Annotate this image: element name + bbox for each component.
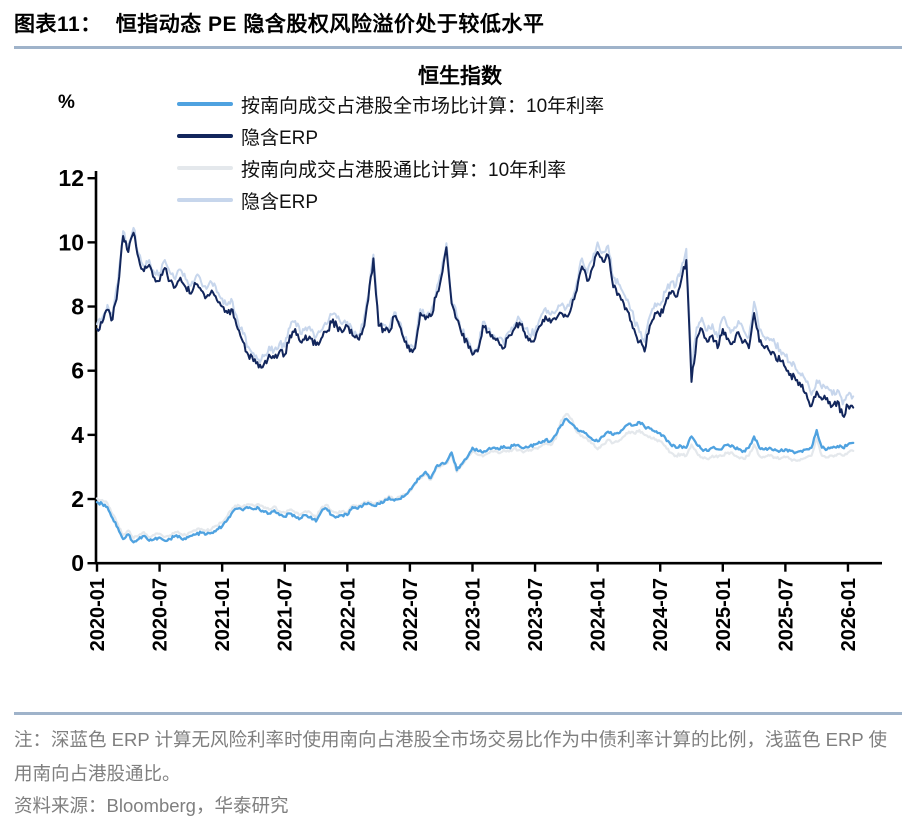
- x-tick-label: 2021-07: [275, 578, 297, 651]
- x-tick-label: 2026-01: [838, 578, 860, 651]
- figure-label: 图表11：: [14, 13, 102, 36]
- series-line: [95, 412, 855, 540]
- legend-line-swatch: [177, 102, 233, 106]
- x-tick-label: 2023-07: [525, 578, 547, 651]
- y-axis-unit-label: %: [58, 92, 75, 113]
- legend-label: 隐含ERP: [241, 127, 319, 149]
- axes: [94, 171, 882, 565]
- x-tick-label: 2021-01: [212, 578, 234, 651]
- y-tick-label: 8: [71, 294, 84, 320]
- legend-line-swatch: [177, 198, 233, 202]
- series-line: [96, 226, 855, 406]
- legend-label: 按南向成交占港股全市场比计算：10年利率: [241, 95, 605, 117]
- x-tick-label: 2022-07: [400, 578, 422, 651]
- legend-line-swatch: [177, 166, 233, 170]
- legend-line-swatch: [177, 134, 233, 138]
- y-tick-label: 2: [71, 486, 84, 512]
- legend: 按南向成交占港股全市场比计算：10年利率 隐含ERP 按南向成交占港股通比计算：10…: [177, 88, 604, 216]
- figure-title: 恒指动态 PE 隐含股权风险溢价处于较低水平: [115, 13, 545, 36]
- x-tick-label: 2022-01: [337, 578, 359, 651]
- legend-label: 按南向成交占港股通比计算：10年利率: [241, 159, 567, 181]
- y-tick-label: 10: [58, 229, 84, 255]
- footnote: 注：深蓝色 ERP 计算无风险利率时使用南向占港股全市场交易比作为中债利率计算的…: [14, 729, 887, 785]
- x-tick-label: 2020-01: [87, 578, 109, 651]
- x-tick-label: 2024-07: [650, 578, 672, 651]
- series-line: [95, 417, 855, 544]
- y-tick-label: 0: [71, 550, 84, 576]
- figure-header: 图表11： 恒指动态 PE 隐含股权风险溢价处于较低水平: [14, 8, 544, 38]
- header-divider: [14, 46, 902, 49]
- x-tick-label: 2024-01: [588, 578, 610, 651]
- y-tick-label: 6: [71, 358, 84, 384]
- series-line: [96, 231, 855, 418]
- source-line: 资料来源：Bloomberg，华泰研究: [14, 795, 289, 816]
- x-tick-label: 2023-01: [462, 578, 484, 651]
- chart-title: 恒生指数: [418, 65, 502, 88]
- legend-label: 隐含ERP: [241, 191, 319, 213]
- x-tick-label: 2020-07: [150, 578, 172, 651]
- y-tick-label: 12: [58, 165, 84, 191]
- legend-item: 隐含ERP: [177, 184, 604, 216]
- y-tick-label: 4: [71, 422, 84, 448]
- x-tick-label: 2025-01: [713, 578, 735, 651]
- legend-item: 隐含ERP: [177, 120, 604, 152]
- legend-item: 按南向成交占港股通比计算：10年利率: [177, 152, 604, 184]
- legend-item: 按南向成交占港股全市场比计算：10年利率: [177, 88, 604, 120]
- footer-divider: [14, 712, 902, 715]
- x-tick-label: 2025-07: [775, 578, 797, 651]
